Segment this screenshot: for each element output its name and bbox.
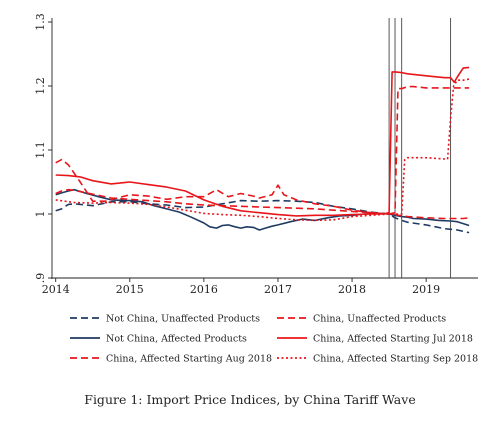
series-line-3 bbox=[55, 188, 470, 220]
series-line-5 bbox=[55, 85, 470, 215]
y-tick-label: 1.3 bbox=[34, 13, 47, 31]
y-tick-label: .9 bbox=[34, 273, 47, 284]
x-tick-label: 2019 bbox=[412, 283, 440, 296]
legend: Not China, Unaffected Products China, Una… bbox=[70, 314, 478, 365]
series-line-1 bbox=[55, 199, 470, 234]
series-lines bbox=[55, 66, 470, 234]
legend-label: Not China, Unaffected Products bbox=[106, 314, 260, 325]
axes: 2014 2015 2016 2017 2018 2019 .9 1 1.1 1.2 1.3 bbox=[34, 13, 478, 296]
figure-caption: Figure 1: Import Price Indices, by China… bbox=[84, 392, 416, 407]
tariff-wave-lines bbox=[388, 18, 452, 278]
legend-label: Not China, Affected Products bbox=[106, 334, 247, 345]
x-tick-label: 2014 bbox=[42, 283, 70, 296]
y-tick-label: 1.1 bbox=[34, 141, 47, 159]
x-tick-label: 2017 bbox=[264, 283, 292, 296]
x-tick-label: 2016 bbox=[190, 283, 218, 296]
y-tick-label: 1 bbox=[34, 211, 47, 218]
x-tick-label: 2018 bbox=[338, 283, 366, 296]
x-tick-label: 2015 bbox=[116, 283, 144, 296]
series-line-2 bbox=[55, 188, 470, 231]
legend-label: China, Affected Starting Aug 2018 bbox=[106, 354, 272, 365]
legend-label: China, Unaffected Products bbox=[313, 314, 446, 325]
legend-label: China, Affected Starting Jul 2018 bbox=[313, 334, 473, 345]
legend-label: China, Affected Starting Sep 2018 bbox=[313, 354, 478, 365]
y-tick-label: 1.2 bbox=[34, 77, 47, 95]
series-line-4 bbox=[55, 66, 470, 217]
series-line-6 bbox=[55, 78, 470, 222]
